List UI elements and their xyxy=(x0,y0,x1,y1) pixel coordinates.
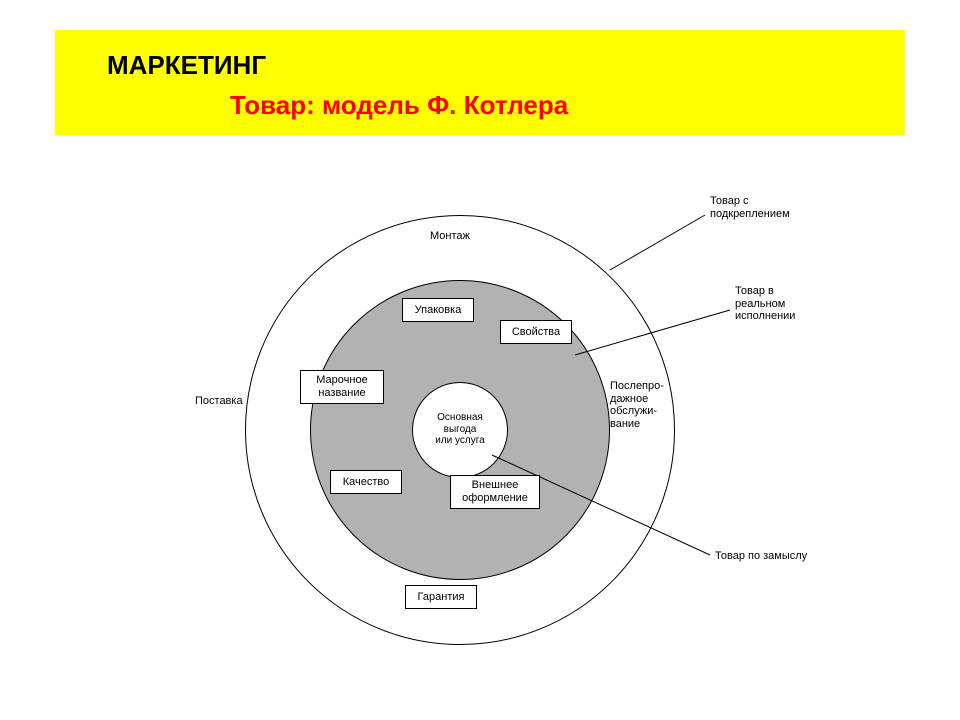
box-vneshnee: Внешнее оформление xyxy=(450,475,540,509)
center-label: Основная выгода или услуга xyxy=(414,412,506,447)
title-marketing: МАРКЕТИНГ xyxy=(107,50,266,81)
outer-label-podkrep: Товар с подкреплением xyxy=(710,195,790,220)
title-subtitle: Товар: модель Ф. Котлера xyxy=(230,90,568,121)
ring-label-posleprod: Послепро- дажное обслужи- вание xyxy=(610,380,664,431)
ring-label-postavka: Поставка xyxy=(195,395,243,408)
outer-label-realnoe: Товар в реальном исполнении xyxy=(735,285,795,323)
box-garantiya: Гарантия xyxy=(405,585,477,609)
outer-label-zamyslu: Товар по замыслу xyxy=(715,550,807,563)
ring-label-montazh: Монтаж xyxy=(430,230,470,243)
kotler-diagram: Основная выгода или услуга Упаковка Свойс… xyxy=(180,180,820,680)
box-upakovka: Упаковка xyxy=(402,298,474,322)
box-kachestvo: Качество xyxy=(330,470,402,494)
box-svoistva: Свойства xyxy=(500,320,572,344)
box-marka: Марочное название xyxy=(300,370,384,404)
